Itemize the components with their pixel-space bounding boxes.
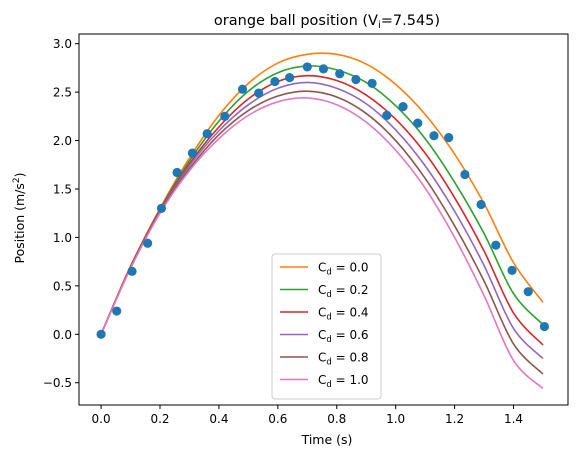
data-point [285, 72, 295, 83]
title-subscript: i [378, 20, 381, 31]
y-tick-label: 1.0 [53, 231, 72, 245]
data-point [398, 102, 408, 112]
x-tick-label: 0.2 [150, 412, 169, 426]
y-tick-label: 1.5 [53, 182, 72, 196]
y-label-superscript: 2 [12, 177, 22, 183]
data-point [270, 76, 280, 87]
y-axis: −0.5 0.0 0.5 1.0 1.5 2.0 2.5 3.0 [43, 37, 79, 390]
data-point [491, 240, 501, 250]
data-point [187, 148, 198, 158]
data-point [413, 118, 423, 128]
y-tick-label: 0.5 [53, 279, 72, 293]
data-point [237, 84, 248, 94]
data-point [539, 321, 550, 332]
x-tick-label: 0.0 [92, 412, 111, 426]
data-point [172, 167, 182, 178]
x-tick-label: 0.4 [209, 412, 228, 426]
y-label-suffix: ) [12, 172, 27, 177]
data-point [220, 111, 230, 121]
title-prefix: orange ball position (V [214, 13, 378, 29]
data-point [96, 329, 106, 339]
data-point [143, 238, 153, 248]
title-suffix: =7.545) [381, 13, 440, 29]
data-point [351, 74, 361, 85]
x-tick-label: 0.8 [327, 412, 346, 426]
data-point [112, 306, 122, 316]
data-point [382, 110, 392, 120]
axes-frame [78, 33, 569, 406]
chart-title: orange ball position (Vi=7.545) [214, 13, 440, 31]
legend-label: Cd = 0.6 [318, 328, 369, 345]
y-tick-label: 2.5 [53, 86, 72, 100]
data-point [429, 131, 439, 141]
legend-label: Cd = 1.0 [318, 373, 369, 390]
y-tick-label: 3.0 [53, 37, 72, 51]
x-axis: 0.0 0.2 0.4 0.6 0.8 1.0 1.2 1.4 [92, 405, 523, 426]
plot-area [96, 52, 550, 390]
data-point [202, 129, 212, 139]
x-tick-label: 1.0 [386, 412, 405, 426]
data-point [302, 62, 312, 72]
data-point [444, 133, 454, 143]
y-tick-label: −0.5 [43, 376, 72, 390]
legend-items: Cd = 0.0 Cd = 0.2 Cd = 0.4 Cd = 0.6 Cd = 0.8… [280, 261, 369, 390]
data-point [156, 203, 167, 213]
x-tick-label: 0.6 [268, 412, 287, 426]
y-tick-label: 2.0 [53, 134, 72, 148]
data-point [127, 266, 137, 276]
legend-label: Cd = 0.0 [318, 261, 369, 278]
x-tick-label: 1.2 [445, 412, 464, 426]
data-point [460, 169, 470, 180]
series-line-cd-3 [100, 81, 544, 360]
legend-label: Cd = 0.2 [318, 283, 369, 300]
y-label-prefix: Position (m/s [12, 183, 27, 263]
data-point [523, 287, 533, 297]
data-point [367, 78, 377, 88]
y-tick-label: 0.0 [53, 328, 72, 342]
data-point [476, 199, 486, 210]
series-line-cd-5 [100, 97, 544, 390]
x-tick-label: 1.4 [504, 412, 523, 426]
x-axis-label: Time (s) [301, 432, 353, 447]
y-axis-label: Position (m/s2) [12, 172, 27, 263]
legend-label: Cd = 0.8 [318, 351, 369, 368]
data-point [318, 64, 329, 74]
data-point [254, 88, 264, 98]
data-point [335, 69, 345, 79]
legend: Cd = 0.0 Cd = 0.2 Cd = 0.4 Cd = 0.6 Cd = 0.8… [271, 253, 382, 400]
legend-label: Cd = 0.4 [318, 306, 369, 323]
data-point [507, 265, 517, 275]
